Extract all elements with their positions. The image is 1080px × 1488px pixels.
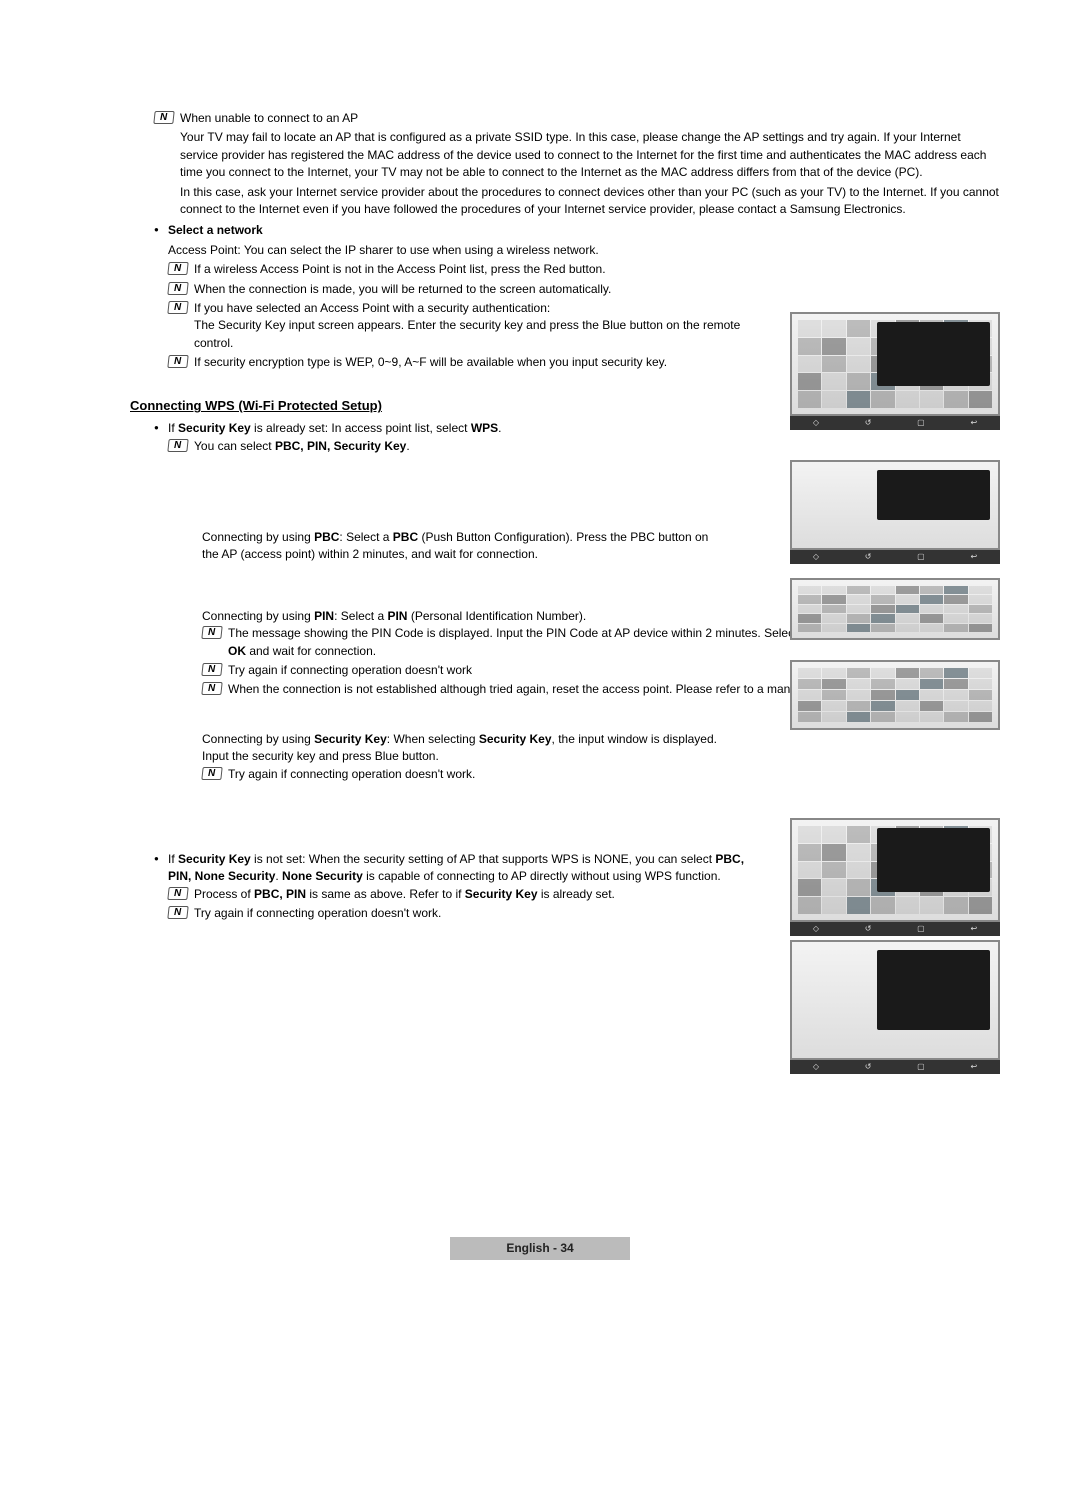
paragraph: Connecting by using PIN: Select a PIN (P… <box>130 608 720 625</box>
note-icon <box>167 439 188 452</box>
screenshot-placeholder: ◇↺▢↩ <box>790 460 1000 564</box>
bullet-title: Select a network <box>168 222 758 239</box>
note-text: Try again if connecting operation doesn'… <box>194 905 441 922</box>
note-text: You can select PBC, PIN, Security Key. <box>194 438 410 455</box>
note-sub-text: The Security Key input screen appears. E… <box>194 317 758 352</box>
bullet-icon <box>154 851 168 868</box>
page: When unable to connect to an AP Your TV … <box>0 0 1080 1300</box>
screenshot-placeholder: ◇↺▢↩ <box>790 818 1000 936</box>
note-icon <box>201 626 222 639</box>
note-icon <box>167 262 188 275</box>
screenshot-placeholder: ◇↺▢↩ <box>790 312 1000 430</box>
note-icon <box>201 663 222 676</box>
note-icon <box>167 301 188 314</box>
paragraph: In this case, ask your Internet service … <box>180 184 1000 219</box>
note-text: If a wireless Access Point is not in the… <box>194 261 606 278</box>
page-footer: English - 34 <box>450 1237 630 1260</box>
paragraph: If Security Key is not set: When the sec… <box>168 851 758 886</box>
note-icon <box>167 355 188 368</box>
screenshot-placeholder <box>790 578 1000 640</box>
note-text: If security encryption type is WEP, 0~9,… <box>194 354 667 371</box>
paragraph: Connecting by using PBC: Select a PBC (P… <box>130 529 720 564</box>
note-icon <box>167 906 188 919</box>
placeholder-button-bar: ◇↺▢↩ <box>790 1060 1000 1074</box>
note-text: The message showing the PIN Code is disp… <box>228 625 818 660</box>
note-icon <box>167 282 188 295</box>
note-icon <box>167 887 188 900</box>
paragraph: Access Point: You can select the IP shar… <box>168 242 758 259</box>
placeholder-button-bar: ◇↺▢↩ <box>790 416 1000 430</box>
paragraph: If Security Key is already set: In acces… <box>168 420 502 437</box>
note-text: When the connection is made, you will be… <box>194 281 611 298</box>
bullet-icon <box>154 420 168 437</box>
note-text: Try again if connecting operation doesn'… <box>228 662 472 679</box>
placeholder-button-bar: ◇↺▢↩ <box>790 550 1000 564</box>
paragraph: Your TV may fail to locate an AP that is… <box>180 129 1000 181</box>
bullet-icon <box>154 222 168 239</box>
paragraph: Connecting by using Security Key: When s… <box>130 731 720 766</box>
note-title: When unable to connect to an AP <box>180 110 1000 127</box>
placeholder-button-bar: ◇↺▢↩ <box>790 922 1000 936</box>
note-text: If you have selected an Access Point wit… <box>194 300 758 317</box>
screenshot-placeholder: ◇↺▢↩ <box>790 940 1000 1074</box>
note-icon <box>153 111 174 124</box>
note-icon <box>201 682 222 695</box>
screenshot-placeholder <box>790 660 1000 730</box>
note-text: Process of PBC, PIN is same as above. Re… <box>194 886 615 903</box>
note-text: Try again if connecting operation doesn'… <box>228 766 475 783</box>
note-row: When unable to connect to an AP Your TV … <box>130 110 1000 220</box>
note-icon <box>201 767 222 780</box>
